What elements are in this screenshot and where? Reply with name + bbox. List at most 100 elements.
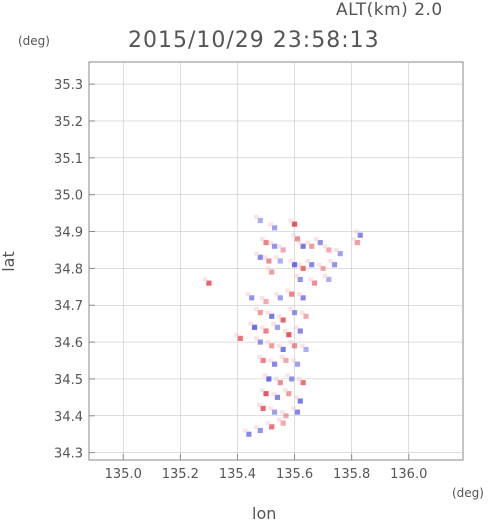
data-cell bbox=[294, 325, 299, 330]
data-cell bbox=[277, 258, 283, 264]
data-cell bbox=[322, 244, 328, 249]
data-cell bbox=[296, 240, 302, 245]
x-tick-label: 135.0 bbox=[105, 467, 142, 482]
data-cell bbox=[274, 394, 280, 400]
x-axis-title: lon bbox=[252, 504, 277, 523]
data-cell bbox=[291, 221, 298, 227]
grid-layer bbox=[89, 62, 463, 460]
data-cell bbox=[257, 339, 263, 345]
data-cell bbox=[314, 236, 319, 242]
data-cell bbox=[263, 298, 269, 305]
data-cell bbox=[259, 325, 265, 330]
data-cell bbox=[272, 409, 278, 415]
data-cell bbox=[269, 424, 275, 430]
data-cell bbox=[262, 373, 268, 378]
data-cells bbox=[202, 214, 363, 437]
data-cell bbox=[259, 236, 265, 242]
data-cell bbox=[300, 265, 306, 271]
data-cell bbox=[257, 254, 263, 260]
data-cell bbox=[288, 306, 294, 312]
x-tick-label: 136.0 bbox=[390, 467, 427, 482]
y-tick-label: 34.3 bbox=[54, 447, 83, 462]
data-cell bbox=[263, 328, 269, 334]
data-cell bbox=[265, 310, 271, 315]
data-cell bbox=[254, 336, 259, 341]
data-cell bbox=[272, 243, 278, 249]
data-cell bbox=[317, 239, 323, 246]
data-cell bbox=[268, 406, 274, 411]
data-cell bbox=[237, 335, 243, 341]
data-cell bbox=[303, 313, 309, 319]
data-cell bbox=[277, 380, 283, 386]
data-cell bbox=[288, 218, 294, 223]
data-cell bbox=[279, 354, 285, 359]
data-cell bbox=[296, 376, 302, 382]
data-cell bbox=[303, 346, 309, 353]
data-cell bbox=[282, 387, 288, 393]
data-cell bbox=[300, 295, 306, 301]
data-cell bbox=[268, 240, 274, 245]
data-cell bbox=[265, 266, 271, 271]
data-cell bbox=[256, 402, 262, 407]
data-cell bbox=[291, 310, 298, 316]
data-cell bbox=[272, 361, 278, 367]
data-cell bbox=[311, 280, 318, 286]
data-cell bbox=[266, 258, 272, 264]
data-cell bbox=[326, 247, 332, 253]
data-cell bbox=[291, 233, 296, 238]
data-cell bbox=[265, 340, 271, 345]
data-cell bbox=[274, 376, 279, 382]
data-cell bbox=[334, 247, 339, 253]
data-cell bbox=[269, 343, 275, 349]
data-cell bbox=[296, 292, 302, 297]
data-cell bbox=[202, 277, 208, 282]
data-cell bbox=[322, 273, 328, 278]
data-cell bbox=[331, 262, 338, 268]
data-cell bbox=[274, 292, 279, 297]
data-cell bbox=[268, 222, 274, 227]
data-cell bbox=[263, 391, 269, 397]
data-cell bbox=[305, 240, 311, 245]
data-cell bbox=[262, 255, 268, 260]
data-cell bbox=[274, 255, 279, 260]
y-tick-label: 34.4 bbox=[54, 410, 83, 425]
data-cell bbox=[294, 395, 299, 400]
data-cell bbox=[271, 391, 276, 396]
altitude-label: ALT(km) 2.0 bbox=[336, 0, 443, 20]
data-cell bbox=[280, 317, 286, 323]
data-cell bbox=[256, 354, 262, 359]
data-cell bbox=[291, 343, 298, 349]
tick-layer: 135.0 135.2 135.4 135.6 135.8 136.0 34.3 34.4 34… bbox=[54, 78, 427, 482]
x-axis-unit: (deg) bbox=[452, 486, 484, 500]
data-cell bbox=[269, 269, 275, 275]
data-cell bbox=[274, 324, 280, 330]
data-cell bbox=[291, 262, 298, 268]
data-cell bbox=[245, 292, 251, 297]
data-cell bbox=[288, 340, 294, 345]
data-cell bbox=[282, 329, 288, 334]
data-cell bbox=[299, 343, 305, 348]
data-cell bbox=[305, 259, 311, 264]
data-cell bbox=[297, 398, 303, 404]
data-cell bbox=[294, 361, 300, 367]
data-cell bbox=[283, 357, 289, 364]
data-cell bbox=[357, 232, 363, 238]
data-cell bbox=[279, 410, 285, 415]
data-cell bbox=[294, 236, 300, 242]
y-tick-label: 34.7 bbox=[54, 299, 83, 314]
data-cell bbox=[248, 321, 254, 326]
data-cell bbox=[309, 262, 315, 268]
data-cell bbox=[254, 251, 259, 256]
y-tick-label: 35.2 bbox=[54, 115, 83, 130]
data-cell bbox=[260, 405, 266, 411]
data-cell bbox=[294, 409, 300, 415]
y-axis-unit: (deg) bbox=[18, 34, 50, 48]
data-cell bbox=[309, 243, 315, 249]
data-cell bbox=[234, 332, 239, 337]
data-cell bbox=[300, 380, 306, 386]
data-cell bbox=[296, 262, 302, 267]
timestamp-title: 2015/10/29 23:58:13 bbox=[128, 28, 380, 53]
data-cell bbox=[354, 239, 360, 246]
x-tick-label: 135.2 bbox=[162, 467, 199, 482]
